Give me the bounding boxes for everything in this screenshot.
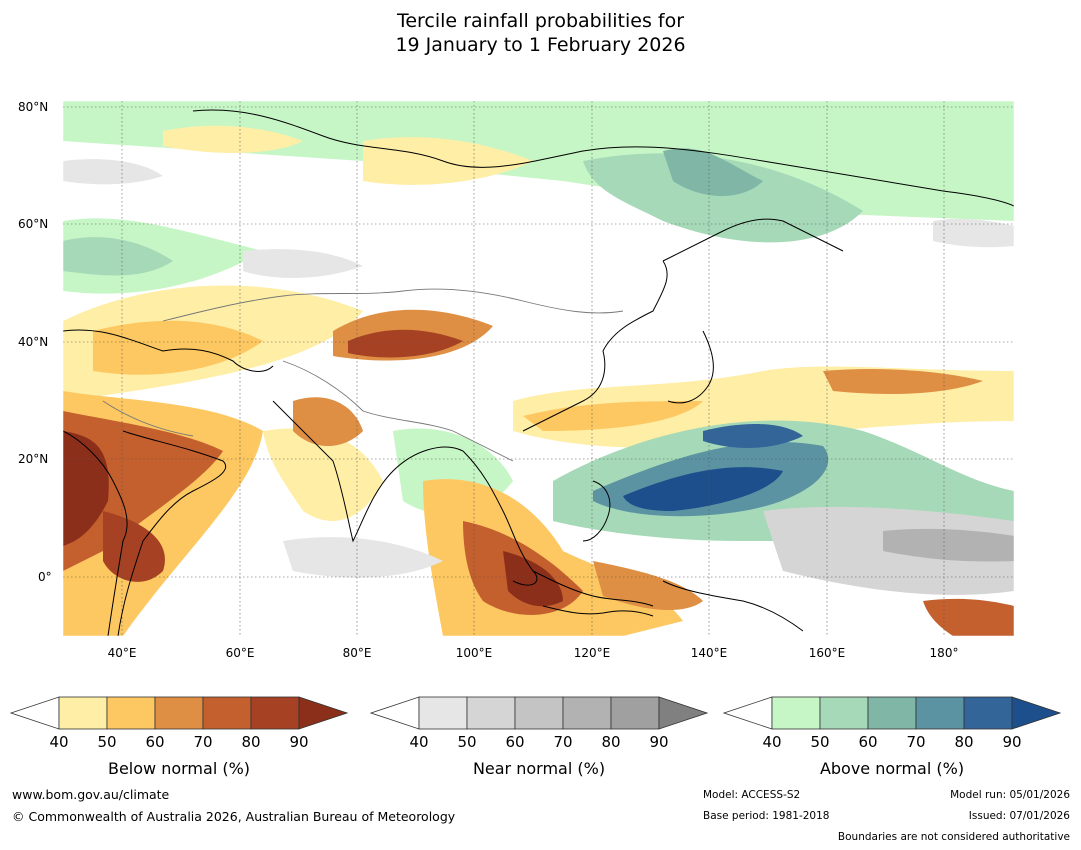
above-normal-colorbar	[723, 696, 1061, 730]
near-normal-swatch-90	[658, 696, 708, 730]
above-tick-60: 60	[858, 733, 878, 751]
near-normal-legend-title: Near normal (%)	[472, 759, 606, 778]
above-normal-swatch-80	[963, 696, 1013, 730]
near-normal-swatch-50	[466, 696, 516, 730]
near-normal-indian-ocean	[283, 537, 443, 578]
lon-label-180: 180°	[929, 646, 959, 660]
country-borders	[102, 288, 624, 462]
above-tick-90: 90	[1002, 733, 1022, 751]
graticule-lines	[63, 101, 1014, 636]
lat-label-80n: 80°N	[18, 100, 49, 114]
above-tick-80: 80	[954, 733, 974, 751]
below-tick-70: 70	[193, 733, 213, 751]
below-normal-se-corner	[923, 598, 1014, 636]
lon-label-100e: 100°E	[455, 646, 493, 660]
lon-label-40e: 40°E	[107, 646, 137, 660]
below-normal-swatch-90	[298, 696, 348, 730]
below-tick-90: 90	[289, 733, 309, 751]
near-normal-swatch-70	[562, 696, 612, 730]
above-normal-siberia-core	[663, 148, 763, 196]
above-tick-50: 50	[810, 733, 830, 751]
below-normal-pacific-core	[823, 369, 983, 394]
above-normal-wpac-core	[703, 424, 803, 448]
above-normal-swatch-70	[915, 696, 965, 730]
lat-label-20n: 20°N	[18, 452, 49, 466]
below-normal-arctic-patch	[363, 137, 533, 185]
below-tick-80: 80	[241, 733, 261, 751]
above-normal-siberia-patch	[583, 153, 863, 243]
near-tick-70: 70	[553, 733, 573, 751]
near-tick-80: 80	[601, 733, 621, 751]
near-normal-scandinavia	[63, 159, 163, 185]
below-normal-borneo-core	[503, 551, 563, 607]
above-normal-swatch-60	[867, 696, 917, 730]
below-normal-colorbar	[10, 696, 348, 730]
below-normal-pakistan	[293, 397, 363, 446]
lat-label-40n: 40°N	[18, 335, 49, 349]
below-normal-nw-patch	[163, 125, 303, 153]
rainfall-probability-map	[63, 101, 1014, 636]
lon-label-60e: 60°E	[225, 646, 255, 660]
near-normal-swatch-40	[418, 696, 468, 730]
near-normal-bering	[933, 218, 1014, 248]
title-line-1: Tercile rainfall probabilities for	[396, 10, 685, 32]
below-tick-50: 50	[97, 733, 117, 751]
lon-label-140e: 140°E	[690, 646, 728, 660]
lon-label-80e: 80°E	[342, 646, 372, 660]
boundary-disclaimer: Boundaries are not considered authoritat…	[837, 831, 1070, 843]
coastlines	[63, 109, 1014, 636]
below-normal-india	[263, 428, 383, 521]
near-normal-colorbar	[370, 696, 708, 730]
below-tick-40: 40	[49, 733, 69, 751]
copyright-text: © Commonwealth of Australia 2026, Austra…	[12, 809, 456, 824]
below-normal-central-asia-core	[93, 320, 263, 375]
lat-label-equator: 0°	[38, 570, 52, 584]
near-tick-60: 60	[505, 733, 525, 751]
below-normal-swatch-60	[154, 696, 204, 730]
below-normal-swatch-80	[250, 696, 300, 730]
below-normal-swatch-50	[106, 696, 156, 730]
model-name: Model: ACCESS-S2	[703, 789, 801, 801]
lon-label-160e: 160°E	[808, 646, 846, 660]
below-normal-swatch-70	[202, 696, 252, 730]
model-run-date: Model run: 05/01/2026	[950, 789, 1070, 801]
below-normal-legend-title: Below normal (%)	[107, 759, 251, 778]
near-normal-swatch-80	[610, 696, 660, 730]
map-title: Tercile rainfall probabilities for 19 Ja…	[0, 9, 1081, 57]
near-tick-50: 50	[457, 733, 477, 751]
near-tick-90: 90	[649, 733, 669, 751]
lon-label-120e: 120°E	[573, 646, 611, 660]
above-normal-legend-title: Above normal (%)	[819, 759, 965, 778]
below-normal-tibet-core	[348, 329, 463, 358]
base-period: Base period: 1981-2018	[703, 810, 830, 822]
below-normal-swatch-40	[58, 696, 108, 730]
below-tick-60: 60	[145, 733, 165, 751]
near-tick-40: 40	[409, 733, 429, 751]
near-normal-pacific-core	[883, 528, 1014, 562]
title-line-2: 19 January to 1 February 2026	[395, 34, 686, 56]
above-tick-70: 70	[906, 733, 926, 751]
above-normal-swatch-90	[1011, 696, 1061, 730]
above-normal-swatch-50	[819, 696, 869, 730]
issued-date: Issued: 07/01/2026	[968, 810, 1070, 822]
below-normal-arabia-core	[63, 431, 109, 546]
above-normal-philippines-core	[623, 467, 783, 511]
lat-label-60n: 60°N	[18, 217, 49, 231]
above-normal-west-core	[63, 237, 173, 276]
below-normal-horn-africa	[103, 511, 165, 582]
website-link[interactable]: www.bom.gov.au/climate	[12, 787, 170, 802]
near-normal-steppe	[243, 249, 363, 278]
probability-patches	[63, 101, 1014, 636]
below-normal-new-guinea	[593, 561, 703, 611]
above-tick-40: 40	[762, 733, 782, 751]
near-normal-swatch-60	[514, 696, 564, 730]
above-normal-swatch-40	[771, 696, 821, 730]
